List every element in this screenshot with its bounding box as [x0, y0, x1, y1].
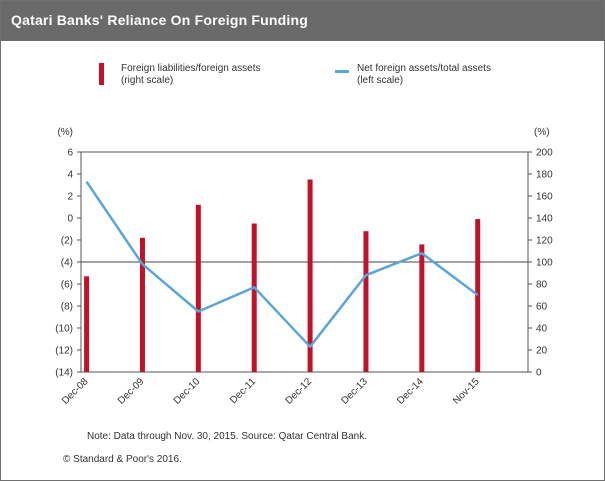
- left-axis-label: (%): [57, 127, 73, 138]
- chart-note: Note: Data through Nov. 30, 2015. Source…: [87, 431, 367, 442]
- copyright: © Standard & Poor's 2016.: [63, 454, 182, 465]
- right-axis-tick-label: 80: [536, 280, 548, 291]
- left-axis-tick-label: 2: [67, 192, 73, 203]
- right-axis-tick-label: 120: [536, 236, 553, 247]
- left-axis-tick-label: (2): [61, 236, 73, 247]
- right-axis-tick-label: 140: [536, 214, 553, 225]
- x-axis-tick-label: Dec-14: [395, 376, 426, 407]
- title-bar: Qatari Banks' Reliance On Foreign Fundin…: [1, 1, 604, 41]
- x-axis-tick-label: Nov-15: [451, 376, 482, 407]
- bar: [419, 244, 425, 372]
- x-axis-tick-label: Dec-12: [283, 376, 314, 407]
- bar: [475, 219, 481, 372]
- bar: [251, 223, 257, 372]
- left-axis-tick-label: (4): [61, 258, 73, 269]
- legend-line-label-2: (left scale): [357, 75, 404, 86]
- right-axis-tick-label: 180: [536, 170, 553, 181]
- left-axis-tick-label: (10): [55, 324, 73, 335]
- right-axis-tick-label: 60: [536, 302, 548, 313]
- right-axis-tick-label: 200: [536, 148, 553, 159]
- left-axis-tick-label: 4: [67, 170, 73, 181]
- legend-bar-label-1: Foreign liabilities/foreign assets: [121, 63, 261, 74]
- x-axis-tick-label: Dec-09: [116, 376, 147, 407]
- x-axis-tick-label: Dec-11: [228, 376, 258, 406]
- bar: [195, 204, 201, 372]
- bar: [84, 276, 90, 372]
- legend-line-swatch: [335, 70, 349, 73]
- series-line: [85, 180, 479, 348]
- x-axis-tick-label: Dec-08: [60, 376, 91, 407]
- legend-bar-label-2: (right scale): [121, 75, 174, 86]
- left-axis-tick-label: (8): [61, 302, 73, 313]
- chart-plot: 6420(2)(4)(6)(8)(10)(12)(14)(%)200180160…: [55, 127, 553, 407]
- right-axis-tick-label: 20: [536, 346, 548, 357]
- bar: [363, 231, 369, 372]
- bar: [139, 237, 145, 372]
- left-axis-tick-label: (12): [55, 346, 73, 357]
- left-axis-tick-label: 6: [67, 148, 73, 159]
- chart-title: Qatari Banks' Reliance On Foreign Fundin…: [11, 12, 309, 28]
- right-axis-tick-label: 160: [536, 192, 553, 203]
- legend-line-label-1: Net foreign assets/total assets: [357, 63, 491, 74]
- x-axis-tick-label: Dec-10: [172, 376, 203, 407]
- right-axis-tick-label: 100: [536, 258, 553, 269]
- right-axis-tick-label: 40: [536, 324, 548, 335]
- right-axis-tick-label: 0: [536, 368, 542, 379]
- left-axis-tick-label: (6): [61, 280, 73, 291]
- left-axis-tick-label: (14): [55, 368, 73, 379]
- legend-bar-swatch: [99, 63, 104, 85]
- right-axis-label: (%): [534, 127, 550, 138]
- left-axis-tick-label: 0: [67, 214, 73, 225]
- bar: [307, 179, 313, 372]
- x-axis-tick-label: Dec-13: [339, 376, 370, 407]
